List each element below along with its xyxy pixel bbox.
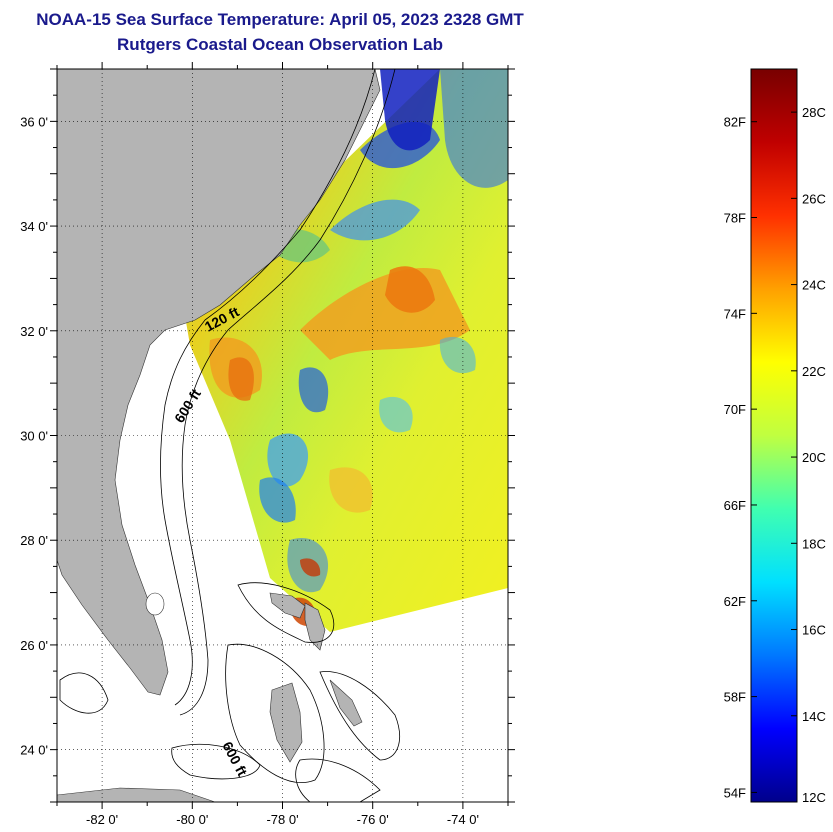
plot-frame bbox=[56, 68, 509, 803]
fahrenheit-label: 82F bbox=[724, 115, 746, 130]
celsius-label: 14C bbox=[802, 709, 826, 724]
colorbar-gradient bbox=[750, 68, 798, 803]
lat-label: 28 0' bbox=[20, 533, 48, 548]
lat-label: 30 0' bbox=[20, 429, 48, 444]
lon-label: -78 0' bbox=[266, 812, 298, 827]
fahrenheit-labels: 54F 58F 62F 66F 70F 74F 78F 82F bbox=[724, 115, 757, 800]
fahrenheit-label: 66F bbox=[724, 498, 746, 513]
celsius-labels: 12C 14C 16C 18C 20C 22C 24C 26C 28C bbox=[791, 105, 826, 805]
lake-okeechobee bbox=[145, 592, 165, 616]
lat-label: 36 0' bbox=[20, 114, 48, 129]
sst-swath bbox=[185, 69, 508, 632]
abaco-island bbox=[304, 602, 326, 651]
lon-label: -80 0' bbox=[176, 812, 208, 827]
land-masses bbox=[57, 69, 381, 802]
lon-label: -82 0' bbox=[86, 812, 118, 827]
fahrenheit-label: 58F bbox=[724, 690, 746, 705]
latitude-labels: 24 0' 26 0' 28 0' 30 0' 32 0' 34 0' 36 0' bbox=[20, 114, 48, 757]
bathymetry-contours bbox=[59, 69, 400, 802]
lat-label: 26 0' bbox=[20, 638, 48, 653]
fahrenheit-label: 70F bbox=[724, 402, 746, 417]
fahrenheit-label: 54F bbox=[724, 785, 746, 800]
celsius-label: 18C bbox=[802, 536, 826, 551]
celsius-label: 26C bbox=[802, 191, 826, 206]
celsius-label: 24C bbox=[802, 278, 826, 293]
colorbar: 54F 58F 62F 66F 70F 74F 78F 82F 12C 14C 16C 18C 20C… bbox=[724, 68, 826, 805]
celsius-label: 22C bbox=[802, 364, 826, 379]
celsius-label: 16C bbox=[802, 623, 826, 638]
celsius-label: 28C bbox=[802, 105, 826, 120]
cuba bbox=[57, 787, 216, 802]
celsius-label: 20C bbox=[802, 450, 826, 465]
eleuthera bbox=[329, 679, 363, 727]
us-east-coast-land bbox=[57, 69, 381, 696]
axis-ticks bbox=[50, 62, 515, 809]
fahrenheit-label: 62F bbox=[724, 594, 746, 609]
lat-label: 34 0' bbox=[20, 219, 48, 234]
lat-label: 32 0' bbox=[20, 324, 48, 339]
celsius-label: 12C bbox=[802, 790, 826, 805]
fahrenheit-label: 78F bbox=[724, 211, 746, 226]
grand-bahama bbox=[269, 592, 306, 619]
lon-label: -74 0' bbox=[447, 812, 479, 827]
andros-island bbox=[269, 682, 303, 763]
map-title: NOAA-15 Sea Surface Temperature: April 0… bbox=[36, 10, 524, 29]
lat-label: 24 0' bbox=[20, 743, 48, 758]
lon-label: -76 0' bbox=[357, 812, 389, 827]
map-subtitle: Rutgers Coastal Ocean Observation Lab bbox=[117, 35, 443, 54]
fahrenheit-label: 74F bbox=[724, 306, 746, 321]
longitude-labels: -82 0' -80 0' -78 0' -76 0' -74 0' bbox=[86, 812, 479, 827]
